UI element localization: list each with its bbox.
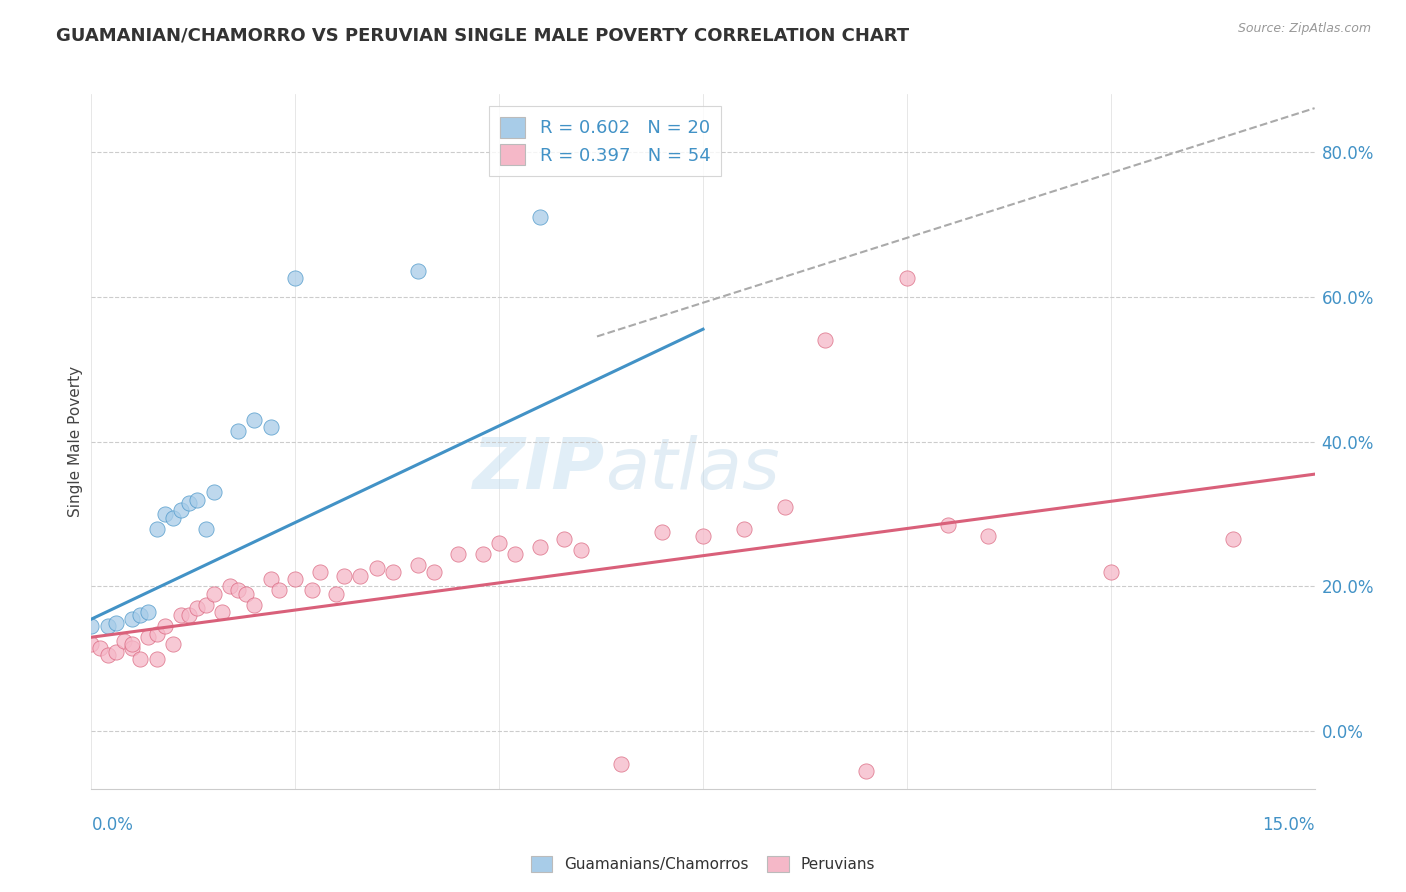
Point xyxy=(138,605,160,619)
Point xyxy=(284,572,307,586)
Point xyxy=(733,521,755,535)
Point xyxy=(97,648,120,663)
Point xyxy=(121,612,143,626)
Point xyxy=(170,608,193,623)
Point xyxy=(80,619,103,633)
Point xyxy=(349,568,371,582)
Text: 15.0%: 15.0% xyxy=(1263,815,1315,833)
Point xyxy=(1222,533,1244,547)
Y-axis label: Single Male Poverty: Single Male Poverty xyxy=(67,366,83,517)
Point xyxy=(138,630,160,644)
Text: ZIP: ZIP xyxy=(472,435,605,504)
Point xyxy=(145,626,167,640)
Point xyxy=(153,507,176,521)
Point xyxy=(610,757,633,772)
Point xyxy=(406,264,429,278)
Point xyxy=(773,500,796,514)
Point xyxy=(814,333,837,347)
Point xyxy=(325,587,347,601)
Point xyxy=(1099,565,1122,579)
Point xyxy=(97,619,120,633)
Point xyxy=(267,583,290,598)
Point xyxy=(260,572,283,586)
Point xyxy=(80,637,103,651)
Point xyxy=(243,413,266,427)
Text: GUAMANIAN/CHAMORRO VS PERUVIAN SINGLE MALE POVERTY CORRELATION CHART: GUAMANIAN/CHAMORRO VS PERUVIAN SINGLE MA… xyxy=(56,27,910,45)
Point xyxy=(89,641,111,656)
Text: 0.0%: 0.0% xyxy=(91,815,134,833)
Point xyxy=(179,608,201,623)
Point xyxy=(692,529,714,543)
Point xyxy=(186,492,208,507)
Point xyxy=(423,565,446,579)
Point xyxy=(194,598,217,612)
Point xyxy=(471,547,494,561)
Point xyxy=(529,210,551,224)
Point xyxy=(153,619,176,633)
Point xyxy=(202,485,225,500)
Point xyxy=(553,533,575,547)
Legend: R = 0.602   N = 20, R = 0.397   N = 54: R = 0.602 N = 20, R = 0.397 N = 54 xyxy=(489,106,721,176)
Point xyxy=(651,525,673,540)
Point xyxy=(202,587,225,601)
Point xyxy=(855,764,877,779)
Point xyxy=(219,580,242,594)
Point xyxy=(129,608,152,623)
Point xyxy=(260,420,283,434)
Point xyxy=(382,565,405,579)
Point xyxy=(529,540,551,554)
Point xyxy=(186,601,208,615)
Point xyxy=(284,271,307,285)
Point xyxy=(112,633,135,648)
Text: Source: ZipAtlas.com: Source: ZipAtlas.com xyxy=(1237,22,1371,36)
Point xyxy=(301,583,323,598)
Point xyxy=(226,583,249,598)
Point xyxy=(162,510,184,524)
Point xyxy=(505,547,527,561)
Point xyxy=(121,641,143,656)
Point xyxy=(447,547,470,561)
Point xyxy=(936,517,959,532)
Point xyxy=(179,496,201,510)
Point xyxy=(162,637,184,651)
Point xyxy=(194,521,217,535)
Point xyxy=(896,271,918,285)
Point xyxy=(488,536,510,550)
Point xyxy=(333,568,356,582)
Point xyxy=(104,615,127,630)
Legend: Guamanians/Chamorros, Peruvians: Guamanians/Chamorros, Peruvians xyxy=(523,848,883,880)
Point xyxy=(170,503,193,517)
Point xyxy=(243,598,266,612)
Point xyxy=(308,565,330,579)
Point xyxy=(145,652,167,666)
Point xyxy=(121,637,143,651)
Point xyxy=(235,587,257,601)
Point xyxy=(366,561,388,575)
Point xyxy=(226,424,249,438)
Point xyxy=(406,558,429,572)
Point xyxy=(569,543,592,558)
Point xyxy=(145,521,167,535)
Text: atlas: atlas xyxy=(605,435,780,504)
Point xyxy=(129,652,152,666)
Point xyxy=(104,645,127,659)
Point xyxy=(977,529,1000,543)
Point xyxy=(211,605,233,619)
